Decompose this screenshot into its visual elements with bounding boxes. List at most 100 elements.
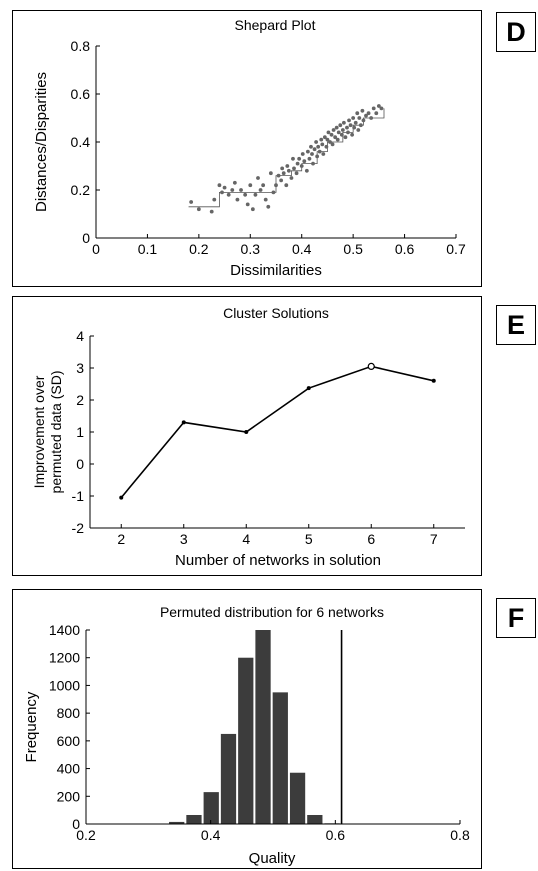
- shepard-point: [291, 156, 295, 161]
- shepard-point: [212, 197, 217, 202]
- shepard-point: [348, 123, 353, 128]
- panel-letter-d: D: [496, 12, 536, 52]
- cluster-x-label: Number of networks in solution: [175, 552, 381, 569]
- histogram-title: Permuted distribution for 6 networks: [160, 604, 384, 620]
- histogram-y-tick-label: 400: [57, 761, 81, 777]
- cluster-x-tick-label: 7: [430, 531, 438, 547]
- histogram-y-tick-label: 1200: [49, 650, 80, 666]
- shepard-point: [376, 104, 381, 108]
- histogram-bar: [289, 772, 306, 824]
- shepard-point: [319, 137, 324, 142]
- shepard-point: [321, 152, 326, 156]
- shepard-point: [235, 197, 240, 202]
- cluster-point: [367, 362, 375, 370]
- shepard-point: [346, 130, 350, 135]
- shepard-point: [284, 183, 289, 188]
- shepard-point: [217, 183, 222, 188]
- shepard-point: [345, 125, 349, 130]
- shepard-point: [361, 118, 366, 123]
- shepard-point: [310, 152, 314, 156]
- shepard-point: [333, 135, 338, 140]
- histogram-bar: [238, 657, 254, 824]
- shepard-point: [329, 132, 334, 137]
- shepard-point: [347, 118, 351, 123]
- shepard-point: [312, 147, 317, 152]
- histogram-y-tick-label: 200: [57, 788, 81, 804]
- shepard-point: [322, 135, 327, 140]
- shepard-plot: Shepard Plot 0 0.1 0.2 0.3 0.4 0.5 0.6 0.7 0 0.2…: [33, 17, 466, 279]
- shepard-point: [268, 171, 273, 176]
- shepard-point: [356, 128, 361, 132]
- cluster-x-tick-label: 4: [242, 531, 250, 547]
- shepard-x-tick-label: 0.7: [446, 241, 466, 257]
- shepard-y-tick-label: 0.6: [71, 86, 91, 102]
- shepard-point: [292, 166, 296, 171]
- shepard-y-tick-label: 0: [82, 230, 90, 246]
- shepard-point: [317, 149, 322, 154]
- shepard-point: [222, 185, 227, 190]
- shepard-point: [307, 156, 312, 161]
- cluster-series-line: [120, 365, 434, 499]
- shepard-point: [351, 116, 356, 120]
- cluster-y-tick-label: -2: [72, 520, 85, 536]
- cluster-point: [181, 420, 186, 425]
- shepard-point: [279, 178, 284, 183]
- panel-d: [12, 10, 482, 287]
- shepard-fit-line: [188, 108, 385, 208]
- shepard-point: [285, 164, 290, 168]
- shepard-point: [331, 128, 336, 132]
- shepard-point: [379, 106, 384, 111]
- shepard-point: [232, 180, 237, 185]
- histogram-y-tick-label: 600: [57, 733, 81, 749]
- shepard-point: [304, 168, 309, 173]
- cluster-point: [119, 495, 124, 500]
- shepard-point: [297, 156, 302, 161]
- shepard-point: [353, 120, 358, 125]
- shepard-point: [315, 154, 320, 159]
- histogram-y-tick-label: 0: [72, 816, 80, 832]
- histogram-x-label: Quality: [249, 850, 296, 867]
- shepard-point: [357, 116, 362, 120]
- shepard-point: [309, 144, 313, 149]
- shepard-point: [326, 130, 331, 135]
- shepard-x-tick-label: 0.1: [138, 241, 158, 257]
- shepard-point: [289, 176, 294, 180]
- shepard-point: [226, 192, 231, 197]
- shepard-x-label: Dissimilarities: [230, 262, 322, 279]
- shepard-point: [299, 164, 304, 168]
- shepard-y-label: Distances/Disparities: [33, 72, 50, 212]
- cluster-y-tick-label: 0: [76, 456, 84, 472]
- shepard-point: [209, 209, 214, 214]
- histogram-y-tick-label: 1400: [49, 622, 80, 638]
- shepard-point: [314, 140, 319, 144]
- shepard-point: [343, 135, 348, 140]
- histogram-bar: [186, 814, 202, 824]
- histogram-x-tick-label: 0.4: [201, 827, 221, 843]
- shepard-point: [189, 200, 194, 204]
- shepard-point: [196, 207, 201, 212]
- shepard-point: [261, 183, 266, 188]
- shepard-y-tick-label: 0.8: [71, 38, 91, 54]
- permuted-distribution-chart: Permuted distribution for 6 networks 0.2…: [23, 604, 470, 867]
- shepard-point: [334, 125, 339, 130]
- shepard-point: [355, 111, 360, 116]
- shepard-point: [256, 176, 260, 180]
- shepard-point: [250, 207, 255, 212]
- shepard-point: [369, 116, 374, 120]
- shepard-point: [358, 123, 363, 128]
- cluster-point: [244, 430, 249, 434]
- cluster-y-tick-label: 3: [76, 360, 84, 376]
- shepard-point: [276, 173, 281, 178]
- cluster-y-tick-label: 2: [76, 392, 84, 408]
- shepard-point: [248, 183, 253, 188]
- cluster-point: [306, 386, 311, 391]
- cluster-chart-title: Cluster Solutions: [223, 305, 329, 321]
- shepard-point: [274, 183, 278, 188]
- shepard-point: [281, 171, 286, 176]
- shepard-point: [350, 132, 355, 137]
- cluster-x-tick-label: 3: [180, 531, 188, 547]
- shepard-point: [352, 125, 357, 130]
- shepard-point: [338, 123, 343, 128]
- shepard-point: [316, 144, 321, 149]
